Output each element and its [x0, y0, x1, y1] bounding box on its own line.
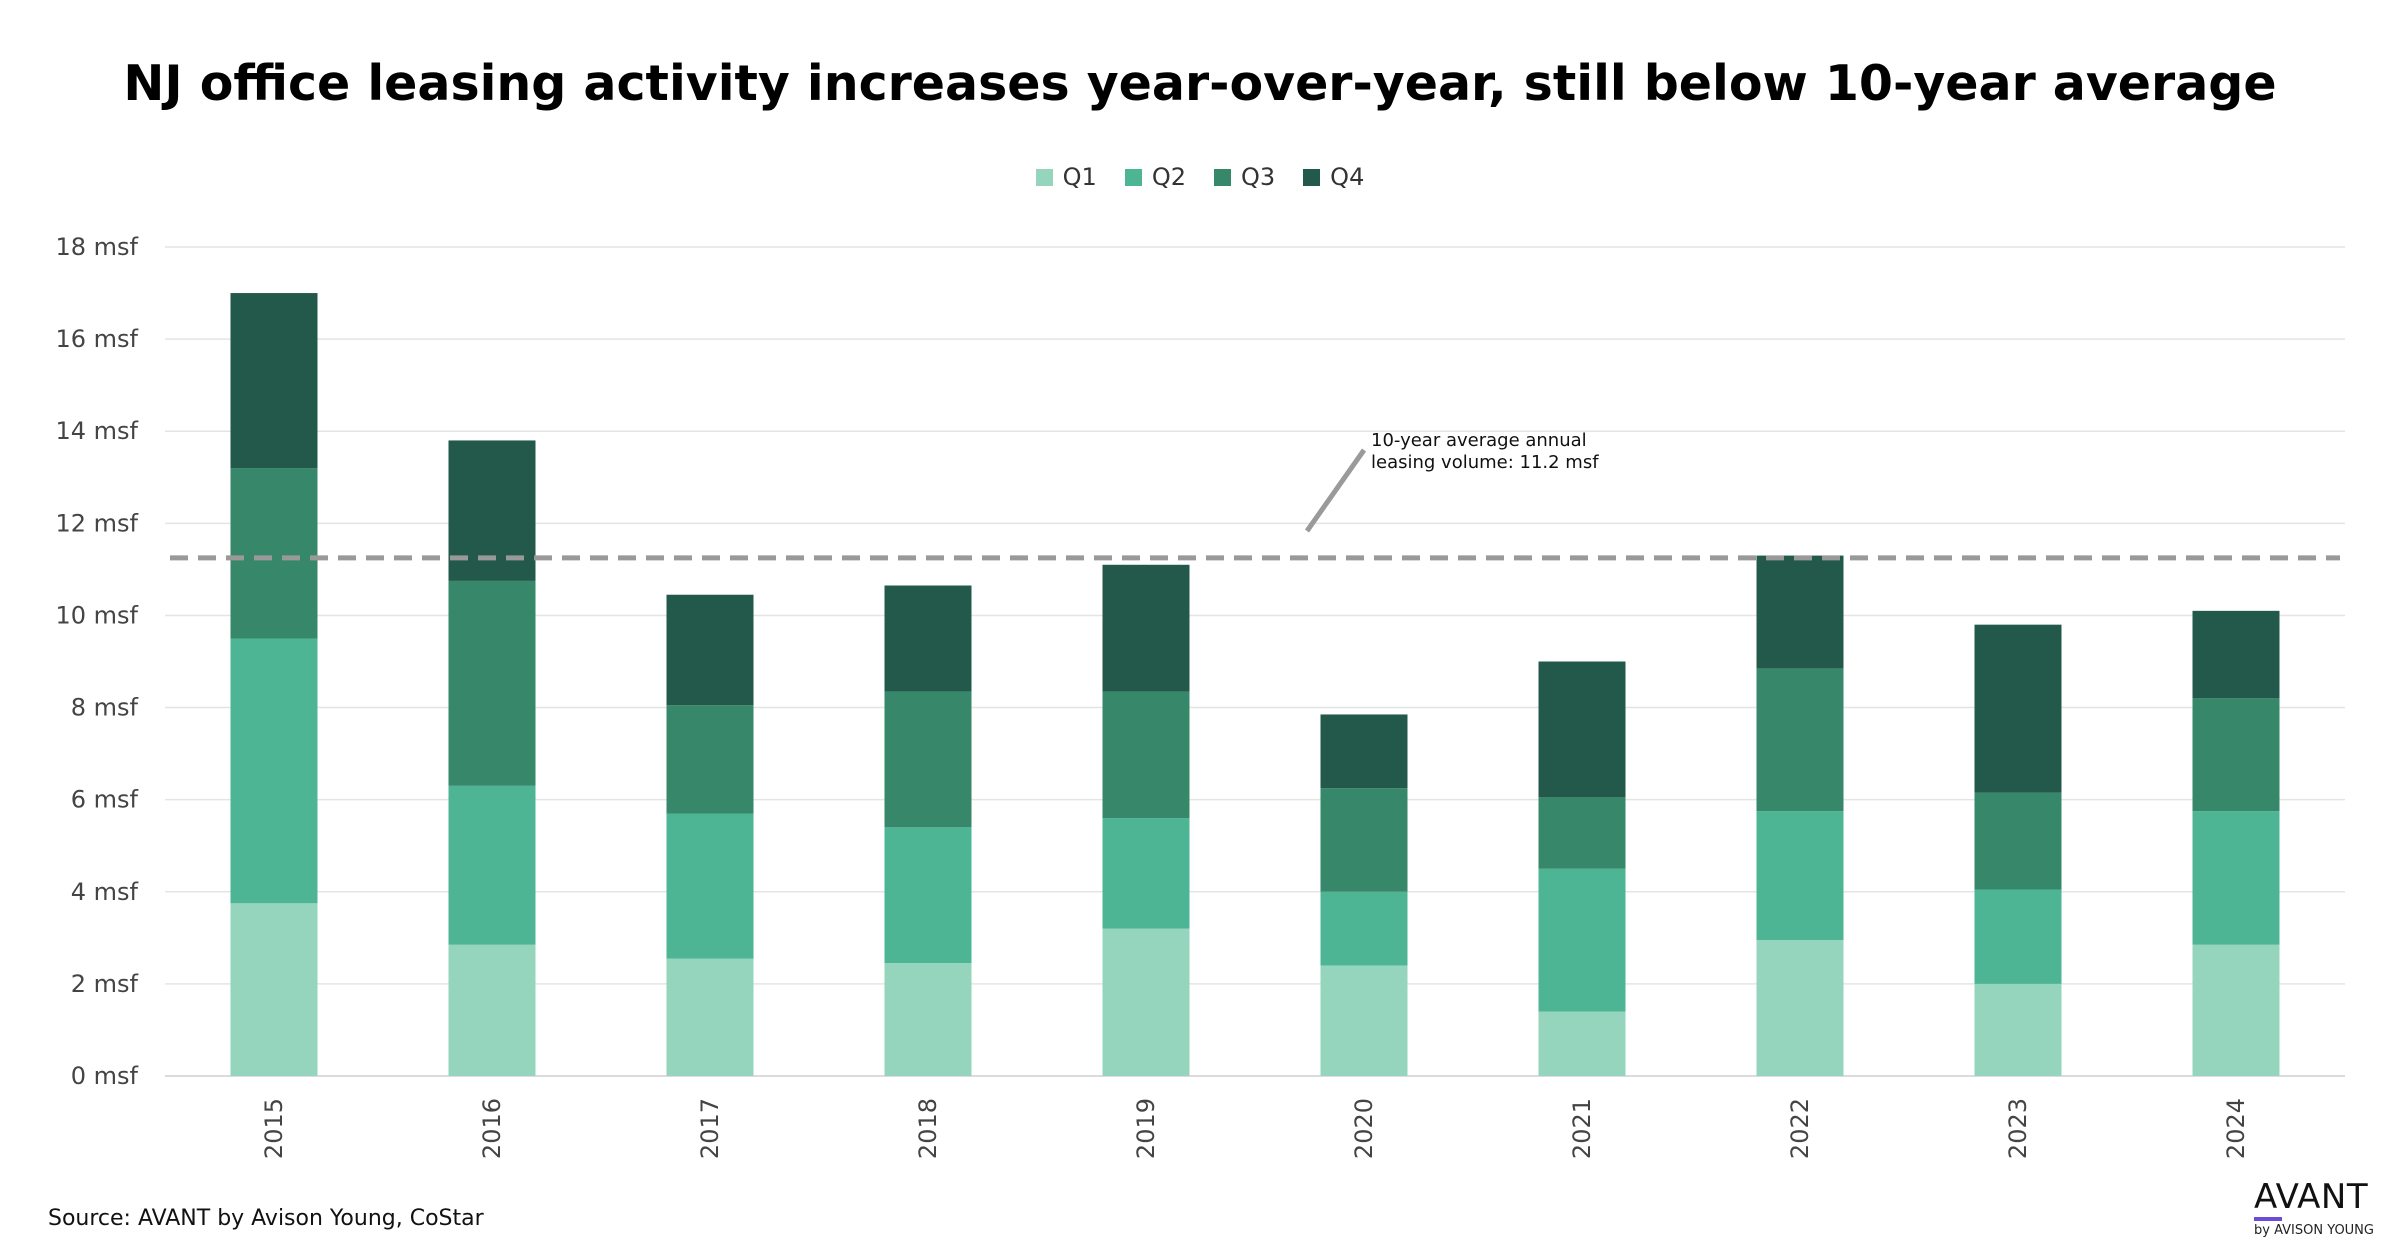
- legend-label: Q1: [1062, 163, 1097, 191]
- bar-segment-2018-q3: [884, 691, 972, 828]
- legend-swatch: [1124, 168, 1142, 186]
- annotation-text-line: leasing volume: 11.2 msf: [1371, 452, 1599, 473]
- legend-label: Q4: [1330, 163, 1365, 191]
- y-tick-label: 10 msf: [56, 601, 139, 629]
- bar-segment-2019-q1: [1102, 928, 1190, 1076]
- x-tick-label: 2018: [914, 1098, 942, 1159]
- chart-title: NJ office leasing activity increases yea…: [123, 55, 2277, 112]
- bar-segment-2015-q3: [230, 468, 318, 639]
- bar-segment-2023-q3: [1974, 792, 2062, 890]
- legend-swatch: [1303, 168, 1321, 186]
- y-tick-label: 8 msf: [71, 694, 139, 722]
- legend-item-q2: Q2: [1124, 163, 1186, 191]
- x-tick-label: 2019: [1132, 1098, 1160, 1159]
- bar-segment-2019-q4: [1102, 564, 1190, 692]
- x-tick-label: 2021: [1568, 1098, 1596, 1159]
- bar-segment-2021-q4: [1538, 661, 1626, 798]
- y-tick-label: 4 msf: [71, 878, 139, 906]
- logo-accent-bar: [2254, 1217, 2282, 1221]
- legend-item-q1: Q1: [1035, 163, 1097, 191]
- bar-segment-2020-q1: [1320, 965, 1408, 1076]
- legend-swatch: [1035, 168, 1053, 186]
- bar-segment-2024-q4: [2192, 610, 2280, 699]
- bar-segment-2017-q3: [666, 705, 754, 814]
- bar-segment-2020-q3: [1320, 788, 1408, 892]
- bar-segment-2019-q2: [1102, 818, 1190, 929]
- bar-segment-2016-q2: [448, 785, 536, 945]
- y-tick-label: 0 msf: [71, 1062, 139, 1090]
- bar-segment-2024-q2: [2192, 811, 2280, 945]
- bar-segment-2015-q1: [230, 903, 318, 1076]
- source-note: Source: AVANT by Avison Young, CoStar: [48, 1206, 484, 1231]
- x-tick-label: 2016: [478, 1098, 506, 1159]
- bar-segment-2015-q4: [230, 293, 318, 469]
- x-tick-label: 2024: [2222, 1098, 2250, 1159]
- bar-segment-2015-q2: [230, 638, 318, 904]
- bar-segment-2020-q2: [1320, 891, 1408, 966]
- y-tick-label: 6 msf: [71, 786, 139, 814]
- logo-subtitle: by AVISON YOUNG: [2254, 1223, 2374, 1238]
- logo-wordmark: AVANT: [2254, 1177, 2369, 1217]
- bar-segment-2021-q2: [1538, 868, 1626, 1012]
- bar-segment-2022-q3: [1756, 668, 1844, 812]
- y-tick-label: 14 msf: [56, 417, 139, 445]
- y-tick-label: 12 msf: [56, 509, 139, 537]
- annotation-text-line: 10-year average annual: [1371, 430, 1587, 451]
- bar-segment-2024-q3: [2192, 698, 2280, 812]
- x-tick-label: 2017: [696, 1098, 724, 1159]
- legend-label: Q2: [1151, 163, 1186, 191]
- bar-segment-2018-q1: [884, 963, 972, 1076]
- annotation-pointer: [1304, 448, 1367, 533]
- bar-segment-2016-q1: [448, 944, 536, 1076]
- x-tick-label: 2022: [1786, 1098, 1814, 1159]
- bar-segment-2021-q1: [1538, 1011, 1626, 1076]
- legend-item-q4: Q4: [1303, 163, 1364, 191]
- bar-segment-2021-q3: [1538, 797, 1626, 869]
- bar-segment-2022-q1: [1756, 940, 1844, 1076]
- bar-segment-2017-q4: [666, 594, 754, 706]
- legend-item-q3: Q3: [1214, 163, 1275, 191]
- bar-segment-2020-q4: [1320, 714, 1408, 789]
- bar-segment-2022-q4: [1756, 555, 1844, 669]
- y-tick-label: 18 msf: [56, 233, 139, 261]
- bar-segment-2018-q4: [884, 585, 972, 692]
- y-tick-label: 2 msf: [71, 970, 139, 998]
- bar-segment-2018-q2: [884, 827, 972, 964]
- bar-segment-2023-q1: [1974, 983, 2062, 1076]
- bar-segment-2019-q3: [1102, 691, 1190, 819]
- x-tick-label: 2020: [1350, 1098, 1378, 1159]
- legend-swatch: [1214, 168, 1231, 186]
- bar-segment-2023-q4: [1974, 624, 2062, 793]
- bar-segment-2023-q2: [1974, 889, 2062, 984]
- x-tick-label: 2015: [260, 1098, 288, 1159]
- y-tick-label: 16 msf: [56, 325, 139, 353]
- bar-segment-2017-q2: [666, 813, 754, 959]
- legend-label: Q3: [1241, 163, 1276, 191]
- x-tick-label: 2023: [2004, 1098, 2032, 1159]
- bar-segment-2016-q3: [448, 580, 536, 786]
- bar-segment-2024-q1: [2192, 944, 2280, 1076]
- avant-logo: AVANT by AVISON YOUNG: [2254, 1180, 2384, 1238]
- bar-segment-2017-q1: [666, 958, 754, 1076]
- bar-segment-2022-q2: [1756, 811, 1844, 941]
- chart-legend: Q1 Q2 Q3 Q4: [0, 163, 2400, 191]
